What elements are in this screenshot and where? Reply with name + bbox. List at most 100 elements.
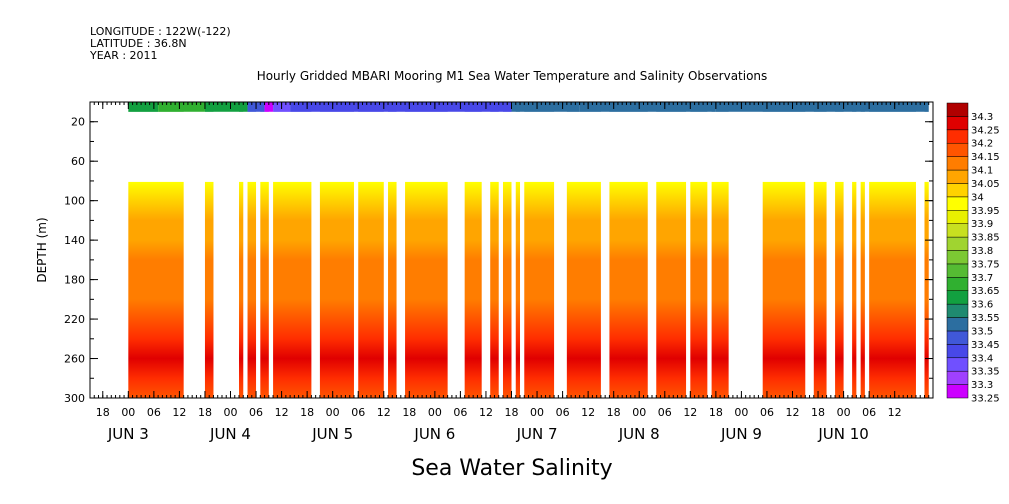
surface-band-segment	[511, 102, 580, 112]
surface-band-segment	[204, 102, 248, 112]
colorbar-swatch	[946, 357, 969, 372]
colorbar-label: 33.65	[971, 286, 1000, 297]
colorbar-label: 33.9	[971, 219, 993, 230]
gap-stripe	[511, 111, 516, 398]
x-axis: 18 00 06 12 18 00 06 12 18 00 06 12 18 00 06 12 18 00 06 12…	[89, 102, 934, 443]
colorbar-label: 33.35	[971, 367, 1000, 378]
gap-stripe	[686, 111, 691, 398]
gap-stripe	[183, 111, 205, 398]
surface-band-segment	[158, 102, 205, 112]
colorbar-swatch	[946, 210, 969, 224]
colorbar-label: 33.75	[971, 259, 1000, 270]
y-axis-label: DEPTH (m)	[35, 217, 49, 282]
gap-stripe	[243, 111, 248, 398]
colorbar-label: 34.1	[971, 166, 993, 177]
x-tick-label: 12	[172, 406, 186, 419]
colorbar-label: 33.5	[971, 326, 993, 337]
colorbar: 33.25 33.3 33.35 33.4 33.45 33.5 33.55 33.6 33.6…	[946, 102, 1000, 405]
x-tick-label: 00	[530, 406, 544, 419]
chart-title: Hourly Gridded MBARI Mooring M1 Sea Wate…	[257, 69, 768, 83]
y-tick-label: 300	[64, 392, 85, 405]
gap-stripe	[481, 111, 491, 398]
x-day-label: JUN 6	[413, 425, 455, 443]
x-day-label: JUN 10	[817, 425, 868, 443]
salinity-field	[128, 181, 929, 398]
colorbar-swatch	[946, 142, 969, 157]
y-tick-label: 100	[64, 195, 85, 208]
gap-stripe	[843, 111, 853, 398]
x-tick-label: 12	[888, 406, 902, 419]
x-tick-label: 12	[581, 406, 595, 419]
gap-stripe	[600, 111, 610, 398]
gap-stripe	[498, 111, 503, 398]
colorbar-swatch	[946, 156, 969, 171]
header-block: LONGITUDE : 122W(-122) LATITUDE : 36.8N …	[89, 25, 231, 62]
x-tick-label: 00	[632, 406, 646, 419]
colorbar-label: 34.25	[971, 125, 1000, 136]
colorbar-swatch	[946, 303, 969, 318]
colorbar-swatch	[946, 384, 969, 399]
x-day-label: JUN 8	[618, 425, 660, 443]
x-tick-label: 06	[862, 406, 876, 419]
x-tick-label: 00	[224, 406, 238, 419]
gap-stripe	[554, 111, 567, 398]
gap-stripe	[826, 111, 836, 398]
x-day-label: JUN 5	[311, 425, 353, 443]
y-tick-label: 60	[71, 155, 85, 168]
x-tick-label: 12	[479, 406, 493, 419]
colorbar-swatch	[946, 236, 969, 251]
colorbar-label: 33.25	[971, 394, 1000, 405]
gap-stripe	[520, 111, 525, 398]
x-tick-label: 06	[351, 406, 365, 419]
y-axis: 20 60 100 140 180 220 260 300	[64, 101, 933, 405]
colorbar-label: 34	[971, 192, 984, 203]
x-tick-label: 18	[300, 406, 314, 419]
gap-stripe	[268, 111, 274, 398]
x-tick-label: 00	[837, 406, 851, 419]
colorbar-label: 34.3	[971, 112, 993, 123]
gap-stripe	[805, 111, 814, 398]
x-tick-label: 00	[326, 406, 340, 419]
colorbar-label: 33.95	[971, 206, 1000, 217]
x-tick-label: 18	[198, 406, 212, 419]
colorbar-label: 34.05	[971, 179, 1000, 190]
gap-stripe	[728, 111, 763, 398]
x-tick-label: 06	[760, 406, 774, 419]
x-tick-label: 18	[402, 406, 416, 419]
x-tick-label: 18	[811, 406, 825, 419]
surface-band-segment	[290, 102, 512, 112]
y-tick-label: 260	[64, 353, 85, 366]
colorbar-label: 33.45	[971, 340, 1000, 351]
colorbar-swatch	[946, 102, 969, 117]
x-tick-label: 06	[453, 406, 467, 419]
colorbar-label: 33.4	[971, 353, 993, 364]
colorbar-swatch	[946, 169, 969, 184]
x-tick-label: 06	[147, 406, 161, 419]
colorbar-label: 33.6	[971, 300, 993, 311]
colorbar-label: 33.3	[971, 380, 993, 391]
longitude-label: LONGITUDE : 122W(-122)	[90, 25, 231, 38]
gap-stripe	[864, 111, 870, 398]
colorbar-label: 34.2	[971, 139, 993, 150]
x-day-label: JUN 7	[516, 425, 558, 443]
gap-stripe	[647, 111, 657, 398]
colorbar-swatch	[946, 183, 969, 198]
surface-band-segment	[715, 102, 929, 112]
x-day-label: JUN 3	[107, 425, 149, 443]
colorbar-swatch	[946, 317, 969, 332]
colorbar-swatch	[946, 250, 969, 265]
x-tick-label: 00	[428, 406, 442, 419]
missing-data-gaps	[183, 111, 925, 398]
x-day-label: JUN 9	[720, 425, 762, 443]
colorbar-label: 33.85	[971, 233, 1000, 244]
x-tick-label: 18	[607, 406, 621, 419]
x-tick-label: 12	[683, 406, 697, 419]
x-tick-label: 06	[556, 406, 570, 419]
gap-stripe	[213, 111, 240, 398]
colorbar-label: 33.8	[971, 246, 993, 257]
colorbar-swatch	[946, 263, 969, 278]
gap-stripe	[915, 111, 925, 398]
x-tick-label: 12	[377, 406, 391, 419]
y-tick-label: 20	[71, 116, 85, 129]
